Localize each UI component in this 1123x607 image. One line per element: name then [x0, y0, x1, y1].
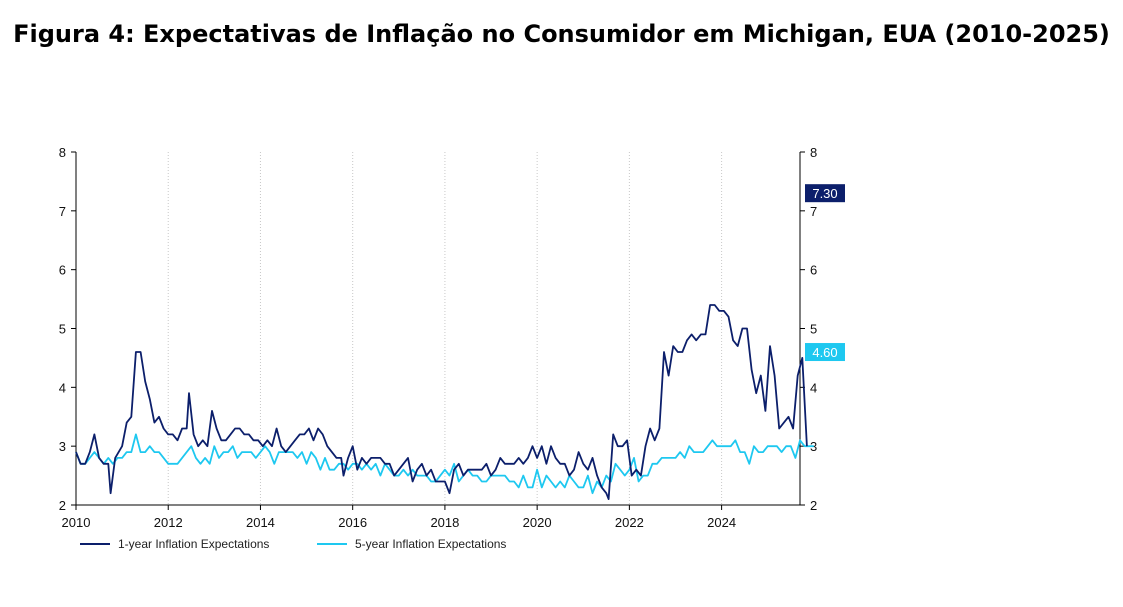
- left-y-tick-label: 6: [59, 263, 66, 278]
- left-y-tick-label: 2: [59, 498, 66, 513]
- chart-title: Figura 4: Expectativas de Inflação no Co…: [13, 20, 1110, 48]
- end-label-5-year: 4.60: [812, 345, 837, 360]
- x-tick-label: 2020: [523, 515, 552, 530]
- end-label-1-year: 7.30: [812, 186, 837, 201]
- x-tick-label: 2014: [246, 515, 275, 530]
- legend-layer: 1-year Inflation Expectations 5-year Infl…: [80, 537, 506, 551]
- series-layer: [75, 304, 814, 501]
- x-tick-label: 2010: [62, 515, 91, 530]
- end-label-box-5-year: [805, 343, 845, 362]
- left-y-tick-label: 7: [59, 204, 66, 219]
- x-tick-label: 2012: [154, 515, 183, 530]
- right-y-tick-label: 4: [810, 380, 817, 395]
- x-tick-label: 2022: [615, 515, 644, 530]
- series-line-5-year: [75, 433, 814, 495]
- left-y-tick-label: 4: [59, 380, 66, 395]
- x-tick-label: 2018: [430, 515, 459, 530]
- left-y-tick-label: 5: [59, 322, 66, 337]
- legend-label-1-year: 1-year Inflation Expectations: [118, 537, 269, 551]
- legend-label-5-year: 5-year Inflation Expectations: [355, 537, 506, 551]
- right-y-tick-label: 5: [810, 322, 817, 337]
- right-y-tick-label: 6: [810, 263, 817, 278]
- right-y-tick-label: 2: [810, 498, 817, 513]
- x-tick-label: 2024: [707, 515, 736, 530]
- right-y-tick-label: 7: [810, 204, 817, 219]
- left-y-tick-label: 3: [59, 439, 66, 454]
- right-y-tick-label: 8: [810, 145, 817, 160]
- end-label-box-1-year: [805, 184, 845, 203]
- left-y-tick-label: 8: [59, 145, 66, 160]
- x-tick-label: 2016: [338, 515, 367, 530]
- series-line-1-year: [75, 304, 808, 501]
- labels-layer: 7.30 4.60: [805, 184, 845, 362]
